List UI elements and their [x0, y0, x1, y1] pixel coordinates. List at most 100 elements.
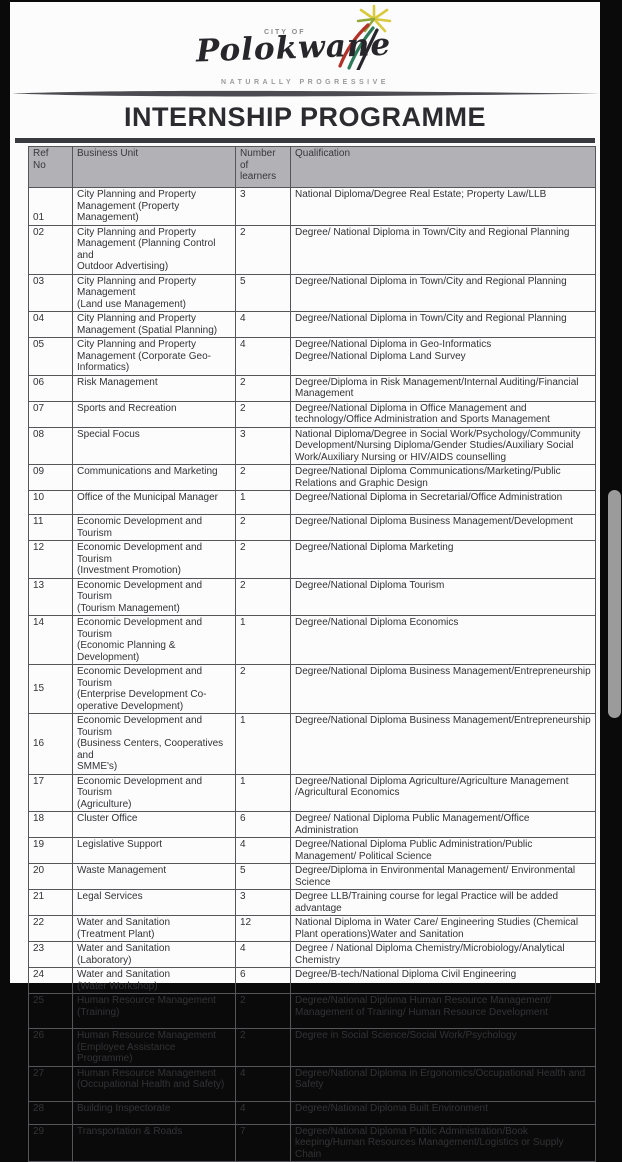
scrollbar-thumb[interactable]	[608, 490, 621, 718]
cell-qual: Degree/National Diploma Public Administr…	[290, 837, 596, 864]
cell-unit: City Planning and Property Management (S…	[72, 311, 236, 338]
cell-learners: 5	[235, 273, 291, 312]
cell-ref: 05	[28, 337, 73, 376]
cell-unit: Water and Sanitation (Treatment Plant)	[72, 915, 236, 942]
table-row: 07 Sports and Recreation 2 Degree/National …	[28, 400, 596, 428]
cell-qual: Degree/National Diploma Business Managem…	[290, 713, 596, 775]
table-row: 06 Risk Management 2 Degree/Diploma in Risk…	[28, 374, 596, 402]
cell-qual: Degree/National Diploma in Town/City and…	[290, 273, 596, 312]
cell-qual: Degree/National Diploma Economics	[290, 615, 596, 665]
cell-ref: 15	[28, 664, 73, 714]
cell-learners: 2	[235, 993, 291, 1029]
divider-swoosh	[12, 90, 600, 97]
cell-ref: 19	[28, 837, 73, 864]
cell-unit: Human Resource Management (Employee Assi…	[72, 1028, 236, 1067]
cell-unit: Economic Development and Tourism (Agricu…	[72, 773, 236, 812]
cell-ref: 23	[28, 941, 73, 968]
cell-unit: Economic Development and Tourism	[72, 514, 236, 541]
table-row: 20 Waste Management 5 Degree/Diploma in Env…	[28, 863, 596, 890]
table-row: 15 Economic Development and Tourism (Ente…	[28, 664, 596, 714]
table-row: 10 Office of the Municipal Manager 1 Degree…	[28, 490, 596, 515]
cell-ref: 20	[28, 863, 73, 890]
cell-ref: 13	[28, 577, 73, 616]
cell-qual: Degree/National Diploma Public Administr…	[290, 1123, 596, 1162]
header-business-unit: Business Unit	[72, 146, 236, 188]
cell-ref: 18	[28, 811, 73, 838]
cell-learners: 2	[235, 540, 291, 579]
table-row: 28 Building Inspectorate 4 Degree/National …	[28, 1100, 596, 1125]
cell-qual: National Diploma/Degree Real Estate; Pro…	[290, 187, 596, 226]
cell-unit: Office of the Municipal Manager	[72, 490, 236, 515]
cell-ref: 01	[28, 187, 73, 226]
cell-qual: Degree/Diploma in Risk Management/Intern…	[290, 374, 596, 402]
cell-ref: 03	[28, 273, 73, 312]
cell-learners: 4	[235, 311, 291, 338]
cell-unit: Communications and Marketing	[72, 464, 236, 491]
table-row: 09 Communications and Marketing 2 Degree/Na…	[28, 464, 596, 491]
table-row: 24 Water and Sanitation (Water Workshop) 6…	[28, 967, 596, 994]
table-row: 27 Human Resource Management (Occupationa…	[28, 1065, 596, 1102]
cell-ref: 14	[28, 615, 73, 665]
cell-ref: 29	[28, 1123, 73, 1162]
cell-qual: Degree/Diploma in Environmental Manageme…	[290, 863, 596, 890]
cell-ref: 11	[28, 514, 73, 541]
cell-qual: Degree/ National Diploma in Town/City an…	[290, 224, 596, 275]
cell-ref: 12	[28, 540, 73, 579]
header-number-of-learners: Number of learners	[235, 146, 291, 188]
cell-learners: 3	[235, 187, 291, 226]
table-row: 19 Legislative Support 4 Degree/National Di…	[28, 837, 596, 864]
cell-qual: Degree/National Diploma Communications/M…	[290, 464, 596, 491]
cell-unit: Legislative Support	[72, 837, 236, 864]
cell-qual: Degree/National Diploma Agriculture/Agri…	[290, 773, 596, 812]
cell-qual: Degree/ National Diploma Public Manageme…	[290, 811, 596, 838]
cell-unit: Special Focus	[72, 426, 236, 465]
cell-unit: Waste Management	[72, 863, 236, 890]
cell-ref: 02	[28, 224, 73, 275]
table-row: 02 City Planning and Property Management …	[28, 224, 596, 275]
polokwane-logo: CITY OF Polokwane NATURALLY PROGRESSIVE	[190, 4, 420, 86]
cell-unit: Legal Services	[72, 889, 236, 916]
cell-unit: Economic Development and Tourism (Touris…	[72, 577, 236, 616]
cell-qual: Degree/National Diploma Business Managem…	[290, 514, 596, 541]
cell-learners: 3	[235, 889, 291, 916]
cell-ref: 08	[28, 426, 73, 465]
cell-ref: 21	[28, 889, 73, 916]
cell-learners: 7	[235, 1123, 291, 1162]
cell-qual: Degree LLB/Training course for legal Pra…	[290, 889, 596, 916]
cell-ref: 04	[28, 311, 73, 338]
table-row: 26 Human Resource Management (Employee As…	[28, 1028, 596, 1067]
table-row: 23 Water and Sanitation (Laboratory) 4 Degr…	[28, 941, 596, 968]
table-row: 13 Economic Development and Tourism (Tour…	[28, 577, 596, 616]
cell-qual: Degree/National Diploma Human Resource M…	[290, 993, 596, 1029]
cell-unit: Human Resource Management (Training)	[72, 993, 236, 1029]
cell-ref: 16	[28, 713, 73, 775]
cell-learners: 1	[235, 490, 291, 515]
cell-learners: 2	[235, 514, 291, 541]
table-row: 12 Economic Development and Tourism (Inve…	[28, 540, 596, 579]
cell-unit: Building Inspectorate	[72, 1100, 236, 1125]
table-row: 18 Cluster Office 6 Degree/ National Diplom…	[28, 811, 596, 838]
cell-ref: 07	[28, 400, 73, 428]
table-row: 29 Transportation & Roads 7 Degree/National…	[28, 1123, 596, 1162]
cell-unit: Cluster Office	[72, 811, 236, 838]
cell-ref: 22	[28, 915, 73, 942]
cell-learners: 6	[235, 967, 291, 994]
cell-ref: 25	[28, 993, 73, 1029]
cell-unit: Risk Management	[72, 374, 236, 402]
cell-unit: Economic Development and Tourism (Enterp…	[72, 664, 236, 714]
cell-qual: Degree / National Diploma Chemistry/Micr…	[290, 941, 596, 968]
cell-ref: 26	[28, 1028, 73, 1067]
table-row: 11 Economic Development and Tourism 2 Degre…	[28, 514, 596, 541]
table-row: 03 City Planning and Property Management …	[28, 273, 596, 312]
cell-learners: 4	[235, 941, 291, 968]
cell-learners: 6	[235, 811, 291, 838]
cell-qual: Degree/B-tech/National Diploma Civil Eng…	[290, 967, 596, 994]
cell-unit: Economic Development and Tourism (Invest…	[72, 540, 236, 579]
cell-unit: Water and Sanitation (Laboratory)	[72, 941, 236, 968]
cell-qual: Degree/National Diploma in Ergonomics/Oc…	[290, 1065, 596, 1102]
cell-ref: 09	[28, 464, 73, 491]
cell-unit: Water and Sanitation (Water Workshop)	[72, 967, 236, 994]
cell-learners: 2	[235, 400, 291, 428]
cell-qual: Degree/National Diploma in Secretarial/O…	[290, 490, 596, 515]
cell-unit: City Planning and Property Management (P…	[72, 224, 236, 275]
